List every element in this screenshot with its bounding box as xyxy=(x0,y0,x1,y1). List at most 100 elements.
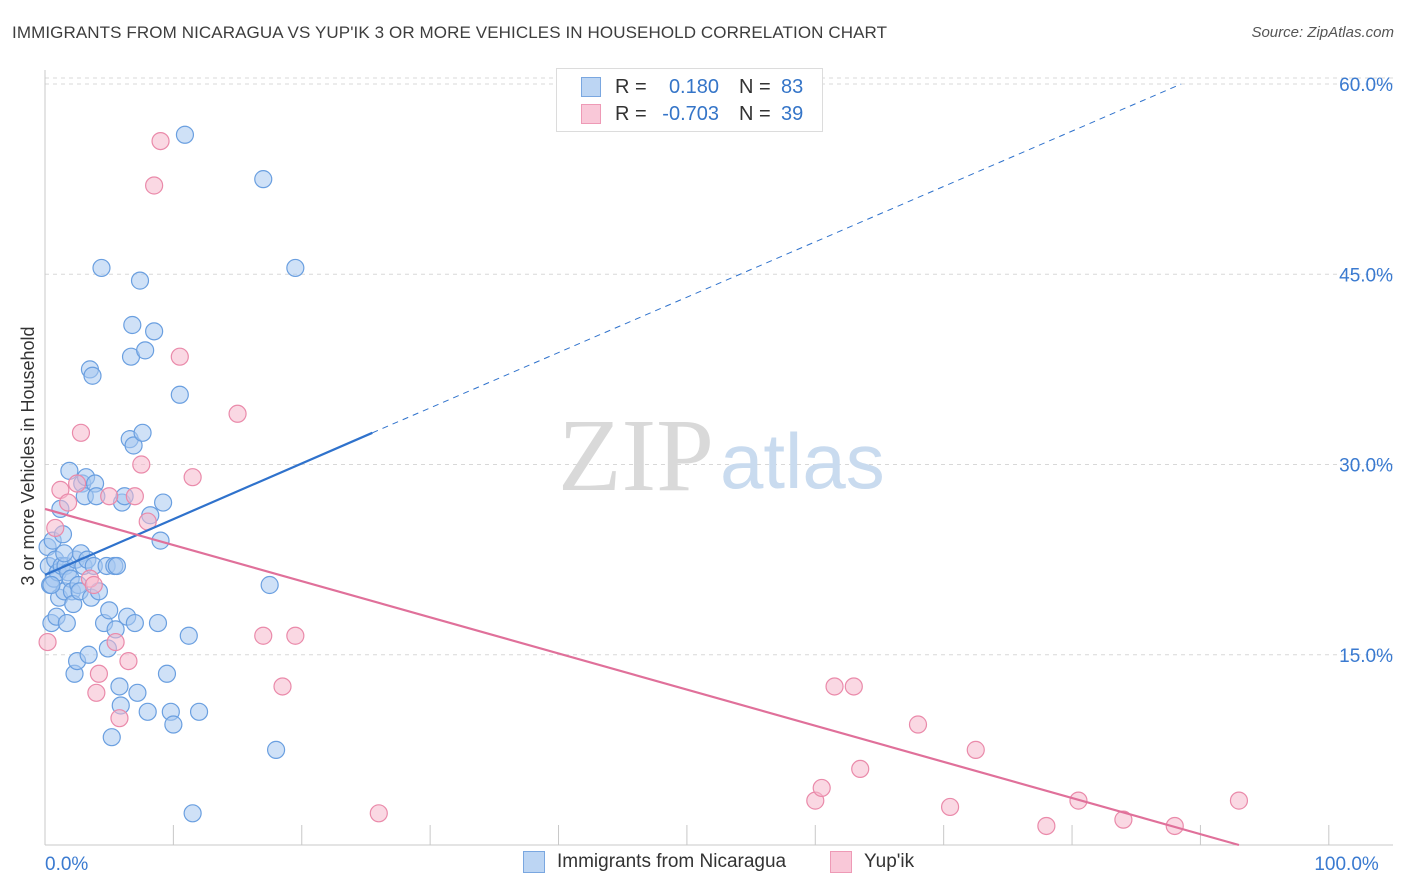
point-yupik xyxy=(87,683,106,702)
legend-swatch-blue xyxy=(523,851,545,873)
point-nicaragua xyxy=(107,556,126,576)
watermark-atlas: atlas xyxy=(720,417,885,505)
point-nicaragua xyxy=(130,271,150,290)
legend-label-yupik: Yup'ik xyxy=(864,851,915,872)
point-yupik xyxy=(286,626,305,645)
watermark-zip: ZIP xyxy=(558,398,714,513)
point-nicaragua xyxy=(128,683,147,702)
point-nicaragua xyxy=(286,258,305,278)
legend-r-label: R = xyxy=(615,102,647,125)
point-yupik xyxy=(89,664,109,683)
source-label: Source: ZipAtlas.com xyxy=(1251,24,1394,41)
point-nicaragua xyxy=(164,715,183,734)
point-nicaragua xyxy=(102,728,121,747)
point-nicaragua xyxy=(125,613,144,633)
point-yupik xyxy=(851,759,870,779)
point-yupik xyxy=(1229,791,1249,810)
x-tick-label: 100.0% xyxy=(1314,854,1379,875)
legend-swatch-pink xyxy=(830,851,852,873)
point-nicaragua xyxy=(138,702,157,721)
tick-labels: 15.0% 30.0% 45.0% 60.0% 0.0% 100.0% xyxy=(45,75,1393,875)
point-yupik xyxy=(151,131,170,151)
point-yupik xyxy=(38,632,57,652)
series-legend: Immigrants from Nicaragua Yup'ik xyxy=(0,851,1406,877)
trend-line-yupik xyxy=(44,507,1240,847)
point-nicaragua xyxy=(92,258,111,278)
point-yupik xyxy=(84,575,103,595)
point-nicaragua xyxy=(55,544,74,563)
point-nicaragua xyxy=(123,315,142,335)
legend-item-nicaragua: Immigrants from Nicaragua xyxy=(523,851,786,873)
point-yupik xyxy=(119,651,138,671)
point-yupik xyxy=(844,677,863,696)
point-nicaragua xyxy=(57,613,76,633)
point-nicaragua xyxy=(154,493,173,512)
point-nicaragua xyxy=(124,436,143,455)
legend-r-label: R = xyxy=(615,75,647,98)
point-nicaragua xyxy=(83,366,102,385)
point-nicaragua xyxy=(145,322,164,341)
y-tick-label: 30.0% xyxy=(1339,456,1393,477)
correlation-legend: R = 0.180 N = 83 R = -0.703 N = 39 xyxy=(556,68,823,132)
y-tick-label: 15.0% xyxy=(1339,646,1393,667)
point-nicaragua xyxy=(100,601,119,620)
point-yupik xyxy=(110,709,129,728)
point-yupik xyxy=(67,474,87,493)
axes xyxy=(44,70,1393,846)
point-nicaragua xyxy=(183,804,202,823)
point-yupik xyxy=(1037,816,1056,836)
point-nicaragua xyxy=(136,341,155,360)
point-yupik xyxy=(106,632,125,652)
point-yupik xyxy=(966,740,985,759)
point-yupik xyxy=(132,455,151,474)
point-yupik xyxy=(170,347,189,366)
trend-line-nicaragua xyxy=(44,431,373,576)
legend-item-yupik: Yup'ik xyxy=(830,851,914,873)
point-yupik xyxy=(46,518,65,538)
x-tick-label: 0.0% xyxy=(45,854,88,875)
data-points xyxy=(38,125,1249,836)
legend-swatch-blue xyxy=(581,77,601,97)
legend-n-label: N = xyxy=(739,75,771,98)
point-nicaragua xyxy=(260,575,279,595)
point-yupik xyxy=(59,493,78,512)
point-yupik xyxy=(228,404,247,423)
point-yupik xyxy=(100,487,119,506)
point-nicaragua xyxy=(110,677,129,696)
legend-n-value-1: 83 xyxy=(781,75,804,98)
point-nicaragua xyxy=(157,664,177,683)
y-axis-label: 3 or more Vehicles in Household xyxy=(18,326,38,585)
legend-n-label: N = xyxy=(739,102,771,125)
y-tick-label: 60.0% xyxy=(1339,75,1393,96)
legend-r-value-2: -0.703 xyxy=(662,102,719,125)
trend-lines xyxy=(44,83,1240,847)
point-nicaragua xyxy=(179,626,198,645)
y-tick-label: 45.0% xyxy=(1339,265,1393,286)
point-nicaragua xyxy=(175,125,195,144)
point-nicaragua xyxy=(189,702,209,721)
point-nicaragua xyxy=(42,575,61,595)
point-nicaragua xyxy=(266,740,286,759)
trend-line-nicaragua xyxy=(372,83,1182,434)
legend-row-yupik: R = -0.703 N = 39 xyxy=(581,102,803,126)
point-yupik xyxy=(369,804,388,823)
point-yupik xyxy=(145,176,164,195)
point-yupik xyxy=(254,626,273,645)
legend-n-value-2: 39 xyxy=(781,102,804,125)
point-nicaragua xyxy=(79,645,98,664)
point-yupik xyxy=(125,487,144,506)
point-yupik xyxy=(1114,810,1133,829)
point-yupik xyxy=(812,778,831,798)
point-yupik xyxy=(71,423,91,442)
chart-title: IMMIGRANTS FROM NICARAGUA VS YUP'IK 3 OR… xyxy=(12,23,888,42)
point-nicaragua xyxy=(133,423,152,442)
point-nicaragua xyxy=(170,385,189,404)
legend-r-value-1: 0.180 xyxy=(668,75,719,98)
point-yupik xyxy=(825,677,844,696)
point-yupik xyxy=(908,715,928,734)
watermark: ZIP atlas xyxy=(558,398,885,513)
point-nicaragua xyxy=(148,613,168,633)
point-yupik xyxy=(940,797,960,817)
legend-swatch-pink xyxy=(581,104,601,124)
